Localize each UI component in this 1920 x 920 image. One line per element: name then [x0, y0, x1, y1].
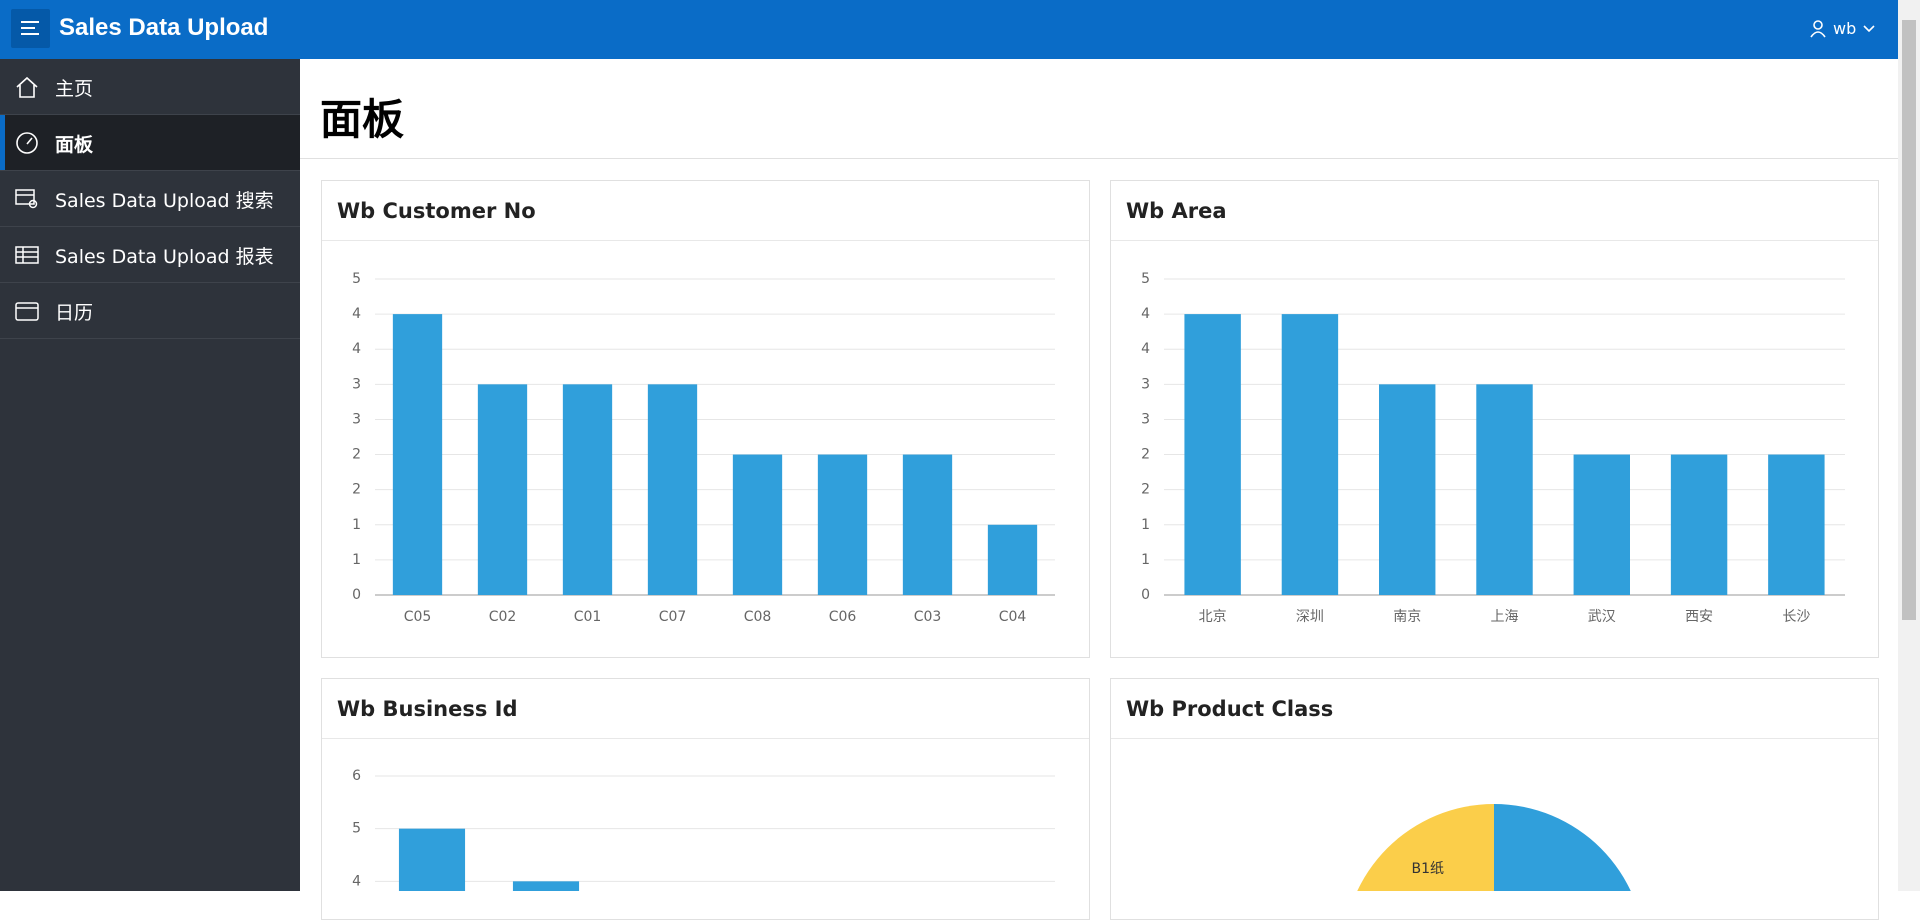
- page-title: 面板: [320, 95, 405, 144]
- nav-item[interactable]: 主页: [0, 59, 300, 115]
- x-tick-label: 上海: [1491, 609, 1519, 625]
- nav-label: 主页: [55, 78, 94, 100]
- y-tick-label: 1: [1141, 552, 1150, 568]
- bar: [817, 454, 868, 595]
- bar: [398, 828, 466, 891]
- y-tick-label: 4: [1141, 341, 1150, 357]
- pie-slice: [1357, 804, 1494, 891]
- user-menu[interactable]: wb: [1833, 19, 1857, 38]
- bar: [477, 384, 528, 595]
- y-tick-label: 4: [352, 306, 361, 322]
- y-tick-label: 1: [352, 517, 361, 533]
- nav-item[interactable]: 日历: [0, 283, 300, 339]
- nav-label: 日历: [55, 302, 94, 324]
- x-tick-label: C01: [574, 609, 602, 625]
- y-tick-label: 2: [352, 482, 361, 498]
- y-tick-label: 0: [1141, 587, 1150, 603]
- y-tick-label: 4: [1141, 306, 1150, 322]
- bar: [512, 881, 580, 891]
- x-tick-label: C05: [404, 609, 432, 625]
- y-tick-label: 4: [352, 341, 361, 357]
- bar: [732, 454, 783, 595]
- nav-label: Sales Data Upload 报表: [55, 246, 274, 268]
- x-tick-label: 武汉: [1588, 609, 1616, 625]
- y-tick-label: 5: [352, 271, 361, 287]
- y-tick-label: 3: [1141, 376, 1150, 392]
- y-tick-label: 2: [352, 447, 361, 463]
- charts: 0 1 1 2 2 3 3 4 4 5 C05 C02 C01 C07 C08 C06 C03 C04 0 1 1 2 2 3…: [352, 271, 1845, 891]
- chart-region: Wb Business Id: [321, 678, 1090, 920]
- page-header: 面板: [300, 59, 1898, 159]
- y-tick-label: 5: [1141, 271, 1150, 287]
- x-tick-label: 北京: [1199, 609, 1227, 625]
- y-tick-label: 1: [1141, 517, 1150, 533]
- bar: [562, 384, 613, 595]
- menu-button[interactable]: [11, 9, 50, 48]
- y-tick-label: 2: [1141, 482, 1150, 498]
- x-tick-label: 长沙: [1782, 609, 1810, 625]
- x-tick-label: C08: [744, 609, 772, 625]
- x-tick-label: C07: [659, 609, 687, 625]
- x-tick-label: C06: [829, 609, 857, 625]
- x-tick-label: C02: [489, 609, 517, 625]
- x-tick-label: 西安: [1685, 609, 1713, 625]
- y-tick-label: 5: [352, 821, 361, 837]
- scrollbar-thumb[interactable]: [1902, 20, 1916, 620]
- nav-label: Sales Data Upload 搜索: [55, 190, 274, 212]
- region-title: Wb Customer No: [322, 181, 1089, 241]
- y-tick-label: 3: [1141, 411, 1150, 427]
- bar: [1670, 454, 1728, 595]
- region-title: Wb Area: [1111, 181, 1878, 241]
- bar: [1379, 384, 1436, 595]
- y-tick-label: 3: [352, 376, 361, 392]
- app-title[interactable]: Sales Data Upload: [59, 14, 269, 41]
- region-title: Wb Product Class: [1111, 679, 1878, 739]
- chevron: [1863, 25, 1875, 33]
- bar: [902, 454, 953, 595]
- y-tick-label: 0: [352, 587, 361, 603]
- bar: [1768, 454, 1825, 595]
- y-tick-label: 1: [352, 552, 361, 568]
- bar: [987, 524, 1038, 595]
- bar: [1184, 314, 1241, 595]
- nav-label: 面板: [55, 134, 94, 156]
- pie-slice: [1494, 804, 1631, 891]
- header: Sales Data Upload wb: [0, 0, 1920, 59]
- bar: [1476, 384, 1533, 595]
- y-tick-label: 3: [352, 411, 361, 427]
- bar: [1281, 314, 1339, 595]
- slice-label: B1纸: [1412, 861, 1445, 877]
- x-tick-label: C04: [999, 609, 1027, 625]
- x-tick-label: C03: [914, 609, 942, 625]
- user-icon: [1810, 20, 1826, 38]
- nav-item[interactable]: Sales Data Upload 搜索: [0, 171, 300, 227]
- y-tick-label: 2: [1141, 447, 1150, 463]
- bar: [1573, 454, 1630, 595]
- region-title: Wb Business Id: [322, 679, 1089, 739]
- y-tick-label: 4: [352, 873, 361, 889]
- bar: [392, 314, 443, 595]
- x-tick-label: 南京: [1393, 609, 1421, 625]
- bar: [647, 384, 698, 595]
- nav-item[interactable]: 面板: [0, 115, 300, 171]
- y-tick-label: 6: [352, 768, 361, 784]
- sidebar: 主页 面板 Sales Data Upload 搜索 Sales Data Up…: [0, 59, 300, 891]
- x-tick-label: 深圳: [1296, 609, 1324, 625]
- nav-item[interactable]: Sales Data Upload 报表: [0, 227, 300, 283]
